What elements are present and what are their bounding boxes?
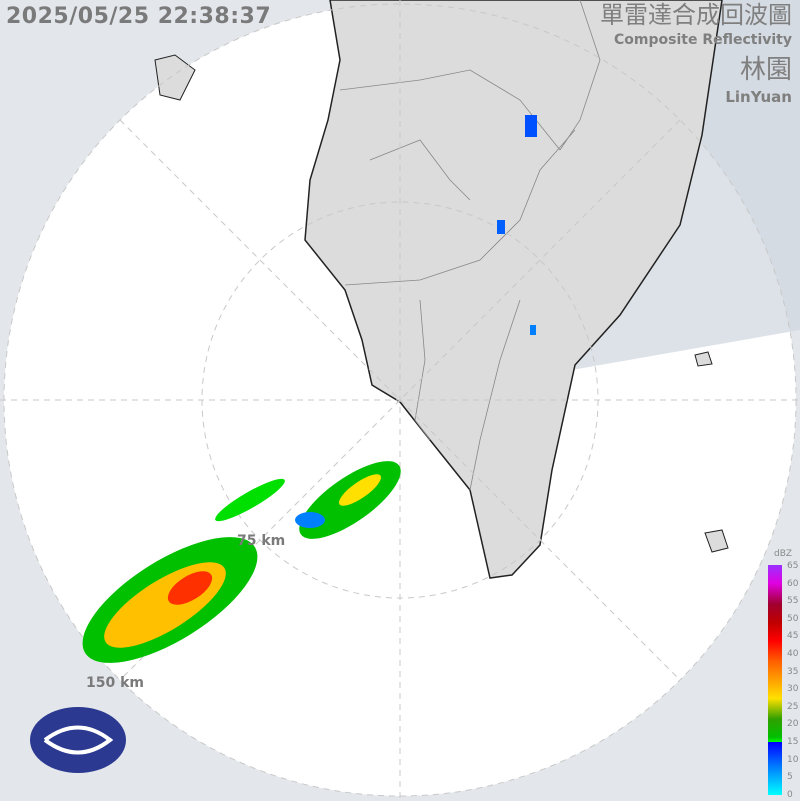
legend-tick: 0 — [787, 789, 793, 800]
legend-tick: 60 — [787, 578, 799, 589]
echo-central-core — [339, 474, 381, 506]
legend-tick: 15 — [787, 737, 799, 747]
legend-tick: 30 — [787, 684, 799, 695]
echo-north-1 — [525, 115, 537, 137]
ring-label-150: 150 km — [86, 675, 144, 691]
legend-tick: 50 — [787, 613, 799, 624]
legend-tick: 20 — [787, 719, 799, 730]
echo-central-edge — [295, 512, 325, 528]
dbz-color-legend — [768, 565, 782, 795]
ring-label-75: 75 km — [237, 533, 286, 549]
product-title-en: Composite Reflectivity — [614, 32, 792, 48]
legend-unit: dBZ — [774, 549, 793, 559]
product-title-zh: 單雷達合成回波圖 — [600, 1, 792, 29]
legend-tick: 10 — [787, 754, 799, 765]
island-lanyu — [704, 529, 729, 553]
legend-tick: 40 — [787, 649, 799, 659]
cwa-logo — [30, 707, 126, 773]
echo-north-2 — [497, 220, 505, 234]
echo-southwest-peak — [167, 571, 213, 605]
legend-tick: 45 — [787, 631, 799, 642]
island-penghu — [154, 54, 196, 101]
echo-southwest-tail — [215, 478, 285, 522]
legend-tick: 65 — [787, 561, 799, 571]
legend-tick: 35 — [787, 666, 799, 677]
legend-tick: 5 — [787, 772, 793, 783]
station-name-zh: 林園 — [739, 55, 792, 85]
echo-cells — [82, 115, 537, 663]
island-ludao — [694, 351, 713, 367]
legend-tick: 25 — [787, 701, 799, 712]
station-name-en: LinYuan — [725, 88, 792, 106]
timestamp: 2025/05/25 22:38:37 — [6, 4, 272, 29]
legend-tick: 55 — [787, 596, 799, 607]
echo-north-3 — [530, 325, 536, 335]
